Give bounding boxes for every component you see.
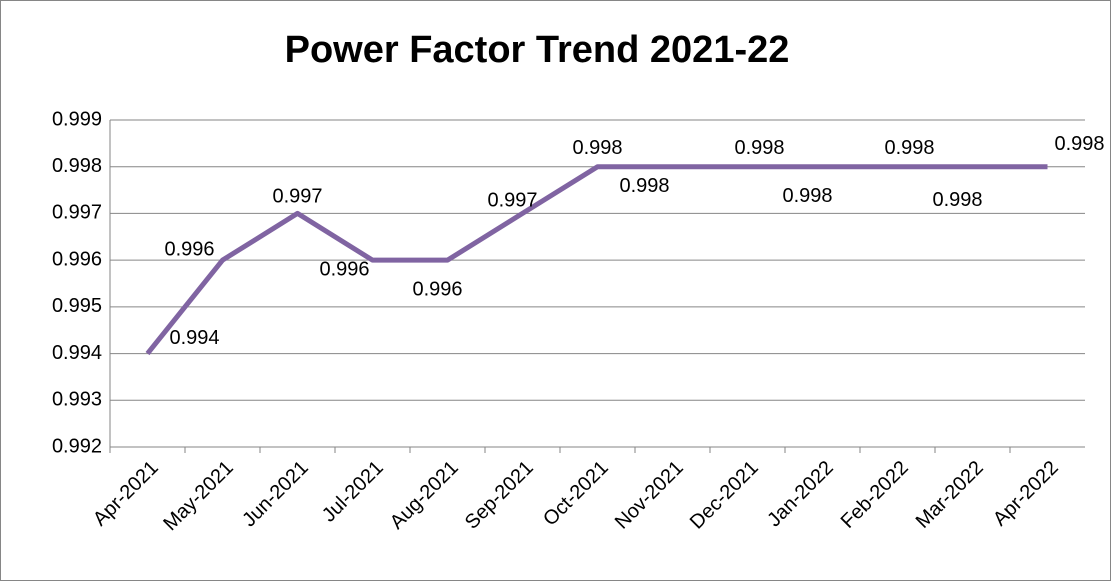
data-label: 0.998 bbox=[1054, 133, 1104, 155]
y-tick-label: 0.999 bbox=[52, 108, 102, 130]
data-label: 0.996 bbox=[412, 278, 462, 300]
data-label: 0.998 bbox=[572, 137, 622, 159]
y-tick-label: 0.997 bbox=[52, 202, 102, 224]
y-tick-label: 0.995 bbox=[52, 295, 102, 317]
y-tick-label: 0.998 bbox=[52, 155, 102, 177]
y-tick-label: 0.992 bbox=[52, 435, 102, 457]
chart-title: Power Factor Trend 2021-22 bbox=[285, 29, 790, 71]
data-label: 0.998 bbox=[884, 137, 934, 159]
data-label: 0.996 bbox=[319, 258, 369, 280]
data-label: 0.997 bbox=[487, 190, 537, 212]
y-tick-label: 0.993 bbox=[52, 389, 102, 411]
data-label: 0.996 bbox=[164, 238, 214, 260]
y-tick-label: 0.994 bbox=[52, 342, 102, 364]
data-label: 0.998 bbox=[932, 189, 982, 211]
data-label: 0.997 bbox=[272, 186, 322, 208]
line bbox=[145, 164, 1048, 356]
y-tick-label: 0.996 bbox=[52, 248, 102, 270]
data-label: 0.998 bbox=[782, 185, 832, 207]
data-label: 0.998 bbox=[619, 175, 669, 197]
data-label: 0.998 bbox=[734, 137, 784, 159]
data-label: 0.994 bbox=[169, 327, 219, 349]
